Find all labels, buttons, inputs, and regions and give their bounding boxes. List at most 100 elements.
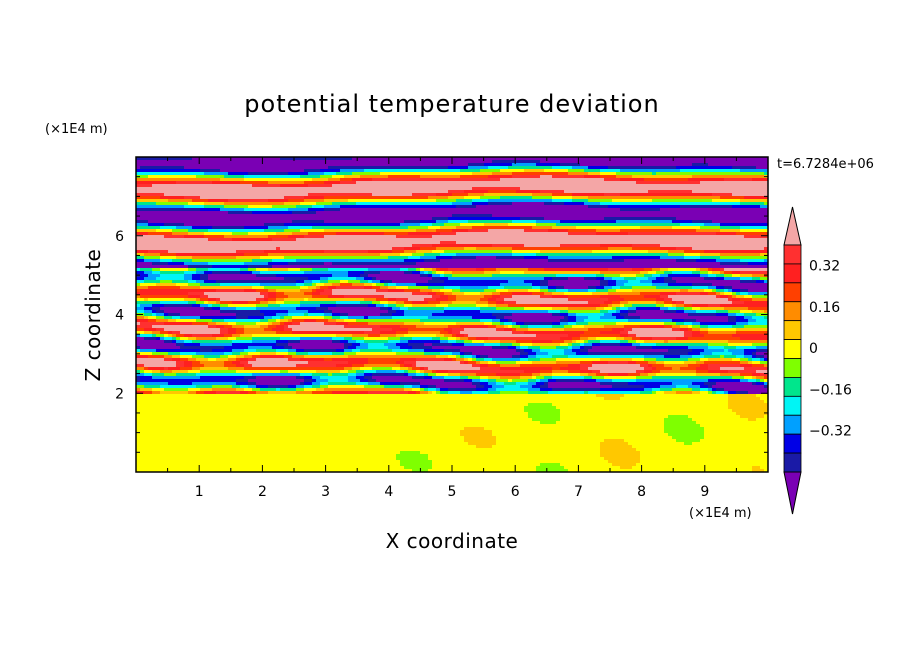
heatmap-cell bbox=[744, 178, 749, 182]
heatmap-cell bbox=[624, 166, 629, 170]
heatmap-cell bbox=[140, 178, 145, 182]
heatmap-cell bbox=[472, 163, 477, 167]
heatmap-cell bbox=[660, 163, 665, 167]
heatmap-cell bbox=[376, 160, 381, 164]
heatmap-cell bbox=[136, 172, 141, 176]
heatmap-cell bbox=[448, 163, 453, 167]
heatmap-cell bbox=[440, 157, 445, 161]
heatmap-cell bbox=[220, 175, 225, 179]
heatmap-cell bbox=[428, 178, 433, 182]
heatmap-cell bbox=[764, 190, 768, 194]
heatmap-cell bbox=[476, 166, 481, 170]
heatmap-cell bbox=[356, 190, 361, 194]
heatmap-cell bbox=[612, 175, 617, 179]
heatmap-cell bbox=[292, 190, 297, 194]
heatmap-cell bbox=[628, 166, 633, 170]
heatmap-cell bbox=[660, 187, 665, 191]
heatmap-cell bbox=[668, 181, 673, 185]
heatmap-cell bbox=[456, 160, 461, 164]
heatmap-cell bbox=[296, 169, 301, 173]
heatmap-cell bbox=[268, 175, 273, 179]
heatmap-cell bbox=[452, 196, 457, 200]
heatmap-cell bbox=[668, 178, 673, 182]
heatmap-cell bbox=[364, 172, 369, 176]
heatmap-cell bbox=[736, 163, 741, 167]
heatmap-cell bbox=[432, 184, 437, 188]
heatmap-cell bbox=[684, 187, 689, 191]
heatmap-cell bbox=[580, 199, 585, 203]
heatmap-cell bbox=[312, 190, 317, 194]
heatmap-cell bbox=[712, 196, 717, 200]
heatmap-cell bbox=[348, 184, 353, 188]
heatmap-cell bbox=[736, 172, 741, 176]
heatmap-cell bbox=[296, 178, 301, 182]
heatmap-cell bbox=[152, 190, 157, 194]
heatmap-cell bbox=[752, 193, 757, 197]
heatmap-cell bbox=[344, 172, 349, 176]
heatmap-cell bbox=[612, 166, 617, 170]
heatmap-cell bbox=[720, 163, 725, 167]
heatmap-cell bbox=[440, 169, 445, 173]
heatmap-cell bbox=[448, 193, 453, 197]
heatmap-cell bbox=[432, 196, 437, 200]
heatmap-cell bbox=[496, 169, 501, 173]
heatmap-cell bbox=[352, 169, 357, 173]
heatmap-cell bbox=[644, 166, 649, 170]
heatmap-cell bbox=[656, 199, 661, 203]
heatmap-cell bbox=[524, 184, 529, 188]
heatmap-cell bbox=[568, 166, 573, 170]
heatmap-cell bbox=[648, 181, 653, 185]
heatmap-cell bbox=[512, 196, 517, 200]
heatmap-cell bbox=[672, 160, 677, 164]
heatmap-cell bbox=[576, 181, 581, 185]
heatmap-cell bbox=[636, 199, 641, 203]
heatmap-cell bbox=[480, 160, 485, 164]
heatmap-cell bbox=[324, 166, 329, 170]
heatmap-cell bbox=[744, 190, 749, 194]
heatmap-cell bbox=[328, 178, 333, 182]
heatmap-cell bbox=[604, 163, 609, 167]
heatmap-cell bbox=[748, 181, 753, 185]
heatmap-cell bbox=[488, 157, 493, 161]
heatmap-cell bbox=[192, 193, 197, 197]
heatmap-cell bbox=[588, 169, 593, 173]
heatmap-cell bbox=[200, 172, 205, 176]
heatmap-cell bbox=[716, 199, 721, 203]
heatmap-cell bbox=[396, 175, 401, 179]
heatmap-cell bbox=[504, 199, 509, 203]
heatmap-cell bbox=[616, 184, 621, 188]
heatmap-cell bbox=[276, 193, 281, 197]
heatmap-cell bbox=[580, 163, 585, 167]
heatmap-cell bbox=[620, 178, 625, 182]
heatmap-cell bbox=[484, 178, 489, 182]
heatmap-cell bbox=[276, 187, 281, 191]
heatmap-cell bbox=[740, 193, 745, 197]
heatmap-cell bbox=[148, 190, 153, 194]
heatmap-cell bbox=[492, 181, 497, 185]
heatmap-cell bbox=[324, 157, 329, 161]
heatmap-cell bbox=[592, 181, 597, 185]
heatmap-cell bbox=[732, 172, 737, 176]
heatmap-cell bbox=[760, 178, 765, 182]
heatmap-cell bbox=[400, 169, 405, 173]
heatmap-cell bbox=[220, 166, 225, 170]
heatmap-cell bbox=[308, 157, 313, 161]
heatmap-cell bbox=[460, 199, 465, 203]
heatmap-cell bbox=[576, 178, 581, 182]
heatmap-cell bbox=[316, 196, 321, 200]
heatmap-cell bbox=[268, 169, 273, 173]
heatmap-cell bbox=[716, 190, 721, 194]
heatmap-cell bbox=[612, 172, 617, 176]
heatmap-cell bbox=[168, 172, 173, 176]
heatmap-cell bbox=[336, 199, 341, 203]
heatmap-cell bbox=[532, 187, 537, 191]
heatmap-cell bbox=[420, 172, 425, 176]
heatmap-cell bbox=[440, 172, 445, 176]
heatmap-cell bbox=[728, 160, 733, 164]
heatmap-cell bbox=[476, 184, 481, 188]
heatmap-cell bbox=[756, 166, 761, 170]
heatmap-cell bbox=[708, 196, 713, 200]
heatmap-cell bbox=[716, 181, 721, 185]
heatmap-cell bbox=[756, 178, 761, 182]
heatmap-cell bbox=[384, 187, 389, 191]
